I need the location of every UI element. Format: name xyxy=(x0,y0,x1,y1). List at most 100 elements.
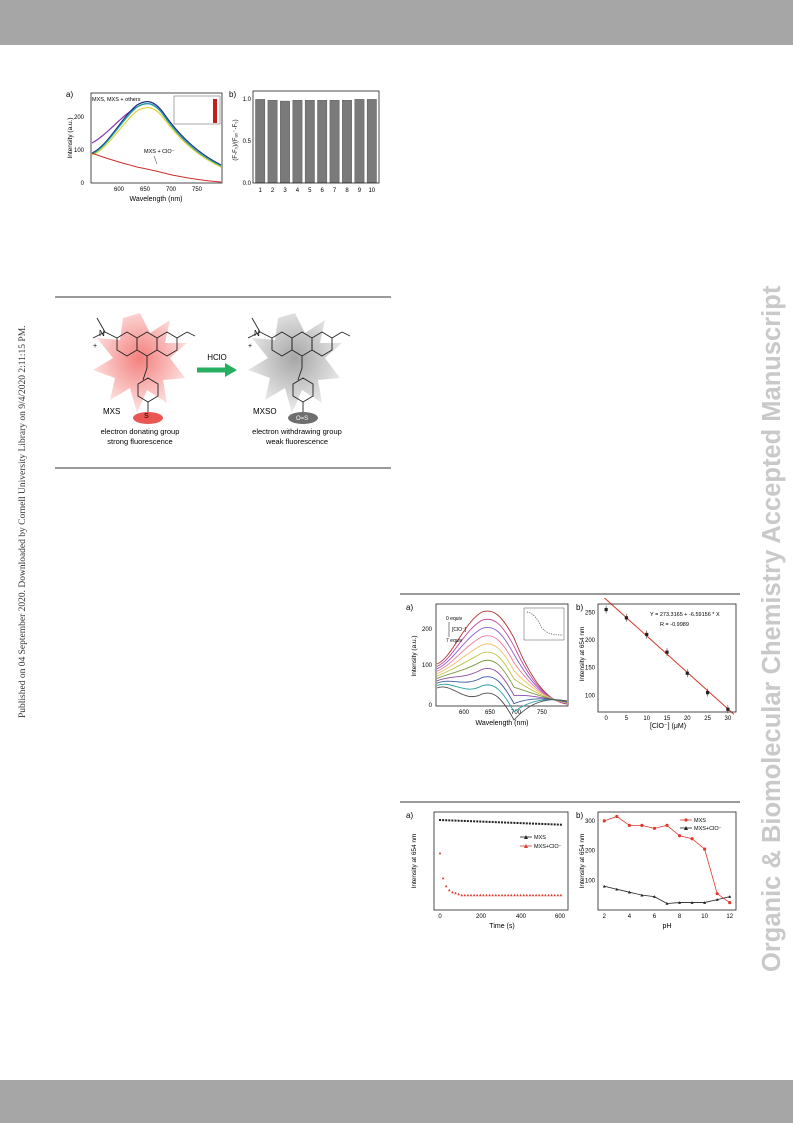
data-point-mxs-clo xyxy=(553,893,556,897)
plot-frame xyxy=(435,603,569,707)
titration-curve xyxy=(436,659,568,703)
data-point xyxy=(703,847,707,851)
inset xyxy=(523,607,565,641)
data-point-mxs-clo xyxy=(516,893,519,897)
data-point-mxs xyxy=(442,819,445,822)
data-point xyxy=(652,895,656,898)
data-point xyxy=(627,890,631,894)
data-point-mxs xyxy=(547,823,550,826)
nitrogen-atom: N xyxy=(99,329,105,338)
x-tick: 400 xyxy=(516,914,527,920)
y-axis-label: Intensity at 654 nm xyxy=(411,834,418,889)
y-axis-label: Intensity (a.u.) xyxy=(67,117,74,158)
y-axis-label: Intensity at 654 nm xyxy=(579,627,586,682)
x-tick: 0 xyxy=(604,716,608,722)
data-point-mxs-clo xyxy=(457,892,460,896)
data-point-mxs-clo xyxy=(469,893,473,897)
spectrum-curve xyxy=(91,101,222,166)
legend-marker xyxy=(524,835,528,839)
panel-label: a) xyxy=(406,603,413,612)
x-tick: 12 xyxy=(726,914,733,920)
data-point-mxs xyxy=(504,821,507,824)
data-point-mxs xyxy=(445,819,448,822)
x-tick: 0 xyxy=(438,914,442,920)
data-point xyxy=(715,898,719,901)
x-tick: 700 xyxy=(166,187,177,193)
quenched-glow xyxy=(248,313,342,413)
journal-watermark: Organic & Biomolecular Chemistry Accepte… xyxy=(752,150,788,980)
bar xyxy=(267,100,278,184)
data-point-mxs xyxy=(513,821,516,824)
data-point-mxs-clo xyxy=(500,893,504,897)
panel-label: a) xyxy=(406,811,413,820)
x-tick: 600 xyxy=(459,710,470,716)
data-point-mxs-clo xyxy=(513,893,516,897)
data-point-mxs xyxy=(454,819,457,822)
data-point-mxs xyxy=(466,820,469,823)
sensing-scheme: N + S MXS electron donating group strong… xyxy=(92,313,351,446)
data-point-mxs xyxy=(485,820,488,823)
plot-frame xyxy=(597,811,737,911)
data-point-mxs-clo xyxy=(537,893,541,897)
y-tick: 100 xyxy=(422,663,433,669)
titration-curve xyxy=(436,686,568,721)
x-tick: 20 xyxy=(684,716,691,722)
data-point-mxs-clo xyxy=(550,893,553,897)
x-tick: 650 xyxy=(140,187,151,193)
titration-curve xyxy=(436,635,568,704)
fit-equation: Y = 273.3165 + -6.59156 * X xyxy=(650,612,720,618)
data-point-mxs-clo xyxy=(479,893,482,897)
y-tick: 100 xyxy=(585,878,596,884)
mxso-structure xyxy=(247,317,351,412)
titration-curve xyxy=(436,610,568,705)
data-point xyxy=(640,893,644,897)
panel-label: b) xyxy=(576,603,583,612)
data-point-mxs-clo xyxy=(441,876,445,880)
data-point xyxy=(627,823,631,827)
data-point-mxs-clo xyxy=(491,893,494,897)
titration-curve xyxy=(436,651,568,703)
data-point-mxs-clo xyxy=(463,893,467,897)
figure3-panel-a: a) Intensity at 654 nm 0 200 400 600 Tim… xyxy=(406,811,569,930)
data-point-mxs-clo xyxy=(528,893,532,897)
data-point-mxs xyxy=(463,819,466,822)
x-axis-label: Wavelength (nm) xyxy=(475,720,528,727)
x-tick: 10 xyxy=(368,188,375,194)
x-tick: 200 xyxy=(476,914,487,920)
figure2-panel-a: a) Intensity (a.u.) 0 100 200 600 650 70… xyxy=(406,603,569,727)
titration-curve xyxy=(436,676,568,705)
data-point-mxs-clo xyxy=(547,893,550,897)
data-point xyxy=(665,901,669,905)
inset xyxy=(173,95,221,125)
data-point-mxs xyxy=(497,821,500,824)
legend-mxs-clo: MXS+ClO⁻ xyxy=(694,826,722,832)
x-axis-label: [ClO⁻] (μM) xyxy=(650,723,686,730)
data-point-mxs-clo xyxy=(525,893,529,897)
x-tick: 5 xyxy=(308,188,312,194)
data-point-mxs xyxy=(491,821,494,824)
data-point-mxs-clo xyxy=(522,893,525,897)
data-point-mxs-clo xyxy=(506,893,510,897)
plot-frame xyxy=(597,603,737,713)
publication-notice: Published on 04 September 2020. Download… xyxy=(12,270,32,730)
data-point-mxs xyxy=(559,823,562,826)
legend-end: 7 equiv xyxy=(446,638,463,644)
mxs-structure xyxy=(92,317,196,412)
data-point xyxy=(690,837,694,841)
x-tick: 7 xyxy=(333,188,337,194)
x-tick: 2 xyxy=(603,914,607,920)
x-tick: 8 xyxy=(345,188,349,194)
data-point-mxs xyxy=(516,822,519,824)
data-point-mxs xyxy=(507,821,510,824)
legend-mxs: MXS xyxy=(534,835,546,841)
mxs-label: MXS xyxy=(103,407,120,416)
bar xyxy=(304,100,315,184)
data-point xyxy=(615,887,619,891)
x-tick: 10 xyxy=(701,914,708,920)
data-point-mxs xyxy=(439,819,441,821)
data-point-mxs-clo xyxy=(448,888,451,892)
positive-charge: + xyxy=(248,343,252,350)
bar xyxy=(317,100,328,184)
x-axis-label: Wavelength (nm) xyxy=(129,196,182,203)
plot-frame xyxy=(433,811,569,911)
